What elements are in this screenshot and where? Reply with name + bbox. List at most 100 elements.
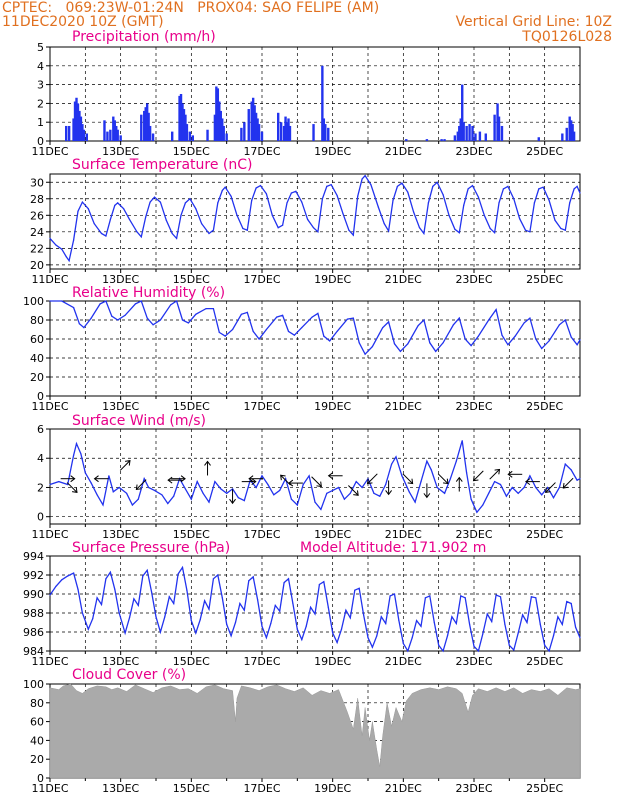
precip-bar (188, 131, 192, 141)
temp-point (348, 229, 350, 231)
pres-point (279, 610, 281, 612)
temp-point (564, 229, 566, 231)
header-vertical-grid: Vertical Grid Line: 10Z (455, 14, 612, 30)
rh-point (423, 319, 425, 321)
pres-point (318, 583, 320, 586)
temp-point (176, 237, 178, 239)
pres-point (495, 594, 497, 596)
rh-point (317, 312, 319, 314)
pres-point (522, 614, 524, 616)
rh-point (393, 343, 396, 345)
temp-point (407, 191, 409, 193)
pres-point (61, 579, 63, 581)
wind-point (102, 504, 104, 506)
pres-point (100, 603, 103, 606)
rh-ytick-label: 60 (30, 333, 44, 346)
pres-point (243, 609, 245, 611)
temp-xtick-label: 17DEC (243, 273, 280, 286)
precip-bar (106, 131, 109, 141)
temp-point (569, 202, 571, 204)
temp-ytick-label: 30 (30, 176, 44, 189)
rh-point (232, 328, 234, 331)
temp-point (149, 201, 151, 203)
pres-xtick-label: 11DEC (31, 655, 68, 668)
temp-point (265, 193, 267, 195)
pres-point (530, 596, 533, 598)
precip-bar (250, 101, 253, 141)
pres-point (473, 645, 475, 647)
wind-point (488, 492, 490, 494)
pres-xtick-label: 19DEC (314, 655, 351, 668)
rh-point (352, 317, 354, 319)
wind-point (444, 492, 446, 494)
temp-ytick-label: 24 (30, 226, 44, 239)
wind-arrow-head (407, 478, 414, 485)
precip-bar (276, 112, 280, 141)
temp-point (251, 199, 253, 201)
wind-point (511, 486, 513, 489)
precip-bar (254, 112, 258, 141)
precip-xtick-label: 19DEC (314, 145, 351, 158)
wind-point (261, 475, 263, 477)
wind-xtick-label: 21DEC (385, 528, 422, 541)
temp-point (312, 227, 315, 229)
pres-point (433, 621, 435, 624)
pres-point (327, 606, 329, 608)
precip-bar (184, 114, 187, 141)
rh-point (287, 330, 290, 332)
wind-arrow-head (545, 487, 551, 493)
temp-point (55, 244, 57, 246)
pres-point (190, 620, 192, 622)
pres-xtick-label: 15DEC (173, 655, 210, 668)
temp-point (529, 231, 531, 233)
precip-bar (78, 110, 81, 141)
rh-xtick-label: 19DEC (314, 400, 351, 413)
rh-point (329, 340, 331, 342)
temp-point (542, 186, 544, 188)
rh-point (579, 339, 581, 341)
precip-bar (458, 125, 461, 141)
temp-point (352, 234, 354, 236)
precip-frame (49, 46, 581, 142)
rh-point (146, 317, 148, 319)
rh-point (558, 324, 561, 326)
precip-bar (219, 110, 222, 141)
temp-point (184, 202, 186, 204)
pres-point (310, 606, 312, 608)
precip-bar (327, 127, 330, 141)
pres-point (305, 625, 307, 627)
wind-arrow-shaft (311, 476, 322, 487)
pres-point (296, 628, 298, 630)
temp-point (201, 223, 203, 225)
wind-arrow-head (494, 468, 501, 475)
rh-point (407, 343, 409, 345)
temp-point (579, 192, 581, 194)
pres-point (146, 569, 148, 571)
wind-point (167, 502, 169, 505)
rh-point (78, 323, 80, 325)
precip-bar (456, 131, 460, 141)
temp-point (483, 214, 485, 216)
pres-point (221, 597, 223, 599)
precip-bar (143, 110, 146, 141)
wind-arrow-head (327, 472, 333, 480)
pres-point (442, 650, 444, 652)
precip-xtick-label: 25DEC (526, 145, 563, 158)
pres-point (566, 601, 568, 603)
header-datetime: 11DEC2020 10Z (GMT) (2, 14, 164, 30)
rh-point (224, 335, 226, 337)
rh-point (61, 300, 63, 302)
cloud-ytick-label: 80 (30, 697, 44, 710)
wind-point (184, 488, 186, 490)
temp-point (189, 198, 191, 200)
wind-point (273, 494, 275, 496)
temp-point (65, 256, 67, 258)
pres-xtick-label: 13DEC (102, 655, 139, 668)
rh-point (181, 319, 184, 321)
precip-bar (569, 120, 573, 141)
precip-title: Precipitation (mm/h) (72, 29, 216, 45)
temp-point (573, 188, 575, 190)
temp-point (507, 185, 509, 187)
temp-point (383, 223, 385, 225)
